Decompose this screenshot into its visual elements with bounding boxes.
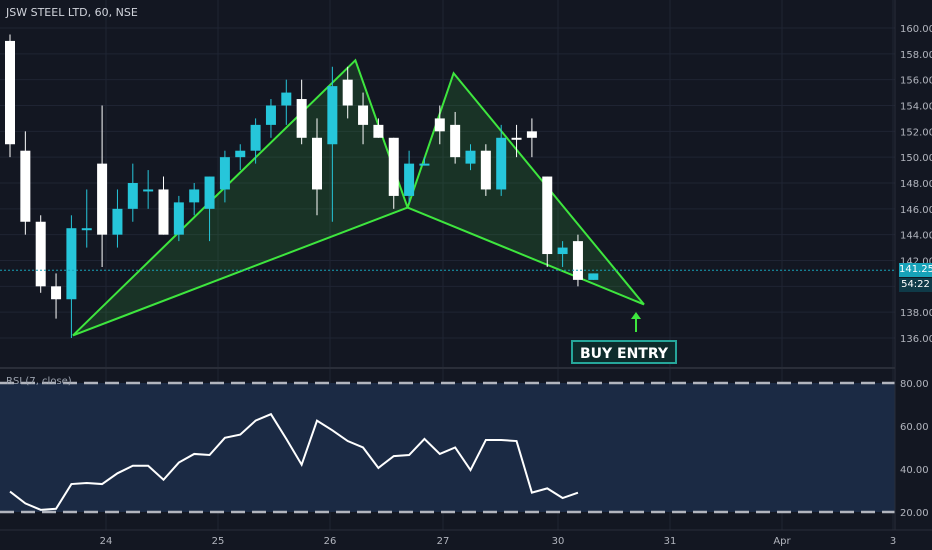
time-tick-label: 24 bbox=[100, 536, 113, 547]
candle-body bbox=[265, 105, 276, 125]
time-tick-label: 25 bbox=[212, 536, 225, 547]
time-tick-label: 26 bbox=[324, 536, 337, 547]
time-tick-label: 31 bbox=[664, 536, 677, 547]
candle-body bbox=[66, 228, 77, 300]
rsi-line bbox=[9, 412, 579, 511]
candle-body bbox=[511, 137, 522, 140]
price-tick-label: 142.00 bbox=[900, 257, 932, 268]
candle-body bbox=[235, 150, 246, 158]
time-tick-label: 30 bbox=[552, 536, 565, 547]
countdown-tag: 54:22 bbox=[899, 278, 932, 292]
candle-body bbox=[327, 86, 338, 145]
candle-body bbox=[51, 286, 62, 300]
candle-body bbox=[358, 105, 369, 125]
price-tick-label: 144.00 bbox=[900, 231, 932, 242]
candle-body bbox=[281, 92, 292, 106]
last-price-tag: 141.25 bbox=[899, 263, 932, 277]
candle-body bbox=[97, 163, 108, 235]
rsi-label: RSI (7, close) bbox=[6, 376, 72, 387]
candle-body bbox=[312, 137, 322, 190]
candle-body bbox=[557, 247, 568, 255]
candle-body bbox=[127, 183, 138, 209]
candle-body bbox=[219, 157, 230, 190]
candle-body bbox=[373, 124, 384, 138]
harmonic-pattern-leg bbox=[72, 58, 409, 337]
candle-body bbox=[5, 40, 15, 145]
price-tick-label: 156.00 bbox=[900, 76, 932, 87]
candle-body bbox=[342, 79, 353, 106]
rsi-band-fill bbox=[0, 383, 895, 512]
price-tick-label: 160.00 bbox=[900, 24, 932, 35]
candle-body bbox=[526, 131, 537, 138]
rsi-tick-label: 20.00 bbox=[900, 508, 929, 519]
price-tick-label: 138.00 bbox=[900, 308, 932, 319]
candle-body bbox=[434, 118, 445, 132]
price-tick-label: 146.00 bbox=[900, 205, 932, 216]
candle-body bbox=[496, 137, 507, 190]
price-tick-label: 154.00 bbox=[900, 102, 932, 113]
price-tick-label: 158.00 bbox=[900, 50, 932, 61]
price-tick-label: 148.00 bbox=[900, 179, 932, 190]
candle-body bbox=[465, 150, 476, 164]
candle-body bbox=[419, 163, 430, 166]
candle-body bbox=[81, 228, 92, 231]
time-tick-label: 27 bbox=[437, 536, 450, 547]
candle-body bbox=[173, 202, 184, 235]
chart-title: JSW STEEL LTD, 60, NSE bbox=[6, 6, 138, 19]
candle-body bbox=[250, 124, 261, 151]
rsi-tick-label: 60.00 bbox=[900, 422, 929, 433]
candle-body bbox=[388, 137, 399, 196]
buy-entry-label: BUY ENTRY bbox=[571, 340, 677, 364]
candle-body bbox=[480, 150, 491, 190]
candle-body bbox=[296, 99, 307, 138]
candle-body bbox=[542, 176, 553, 255]
candle-body bbox=[143, 189, 154, 192]
candle-body bbox=[189, 189, 200, 203]
candle-body bbox=[572, 241, 583, 280]
candle-body bbox=[20, 150, 31, 222]
rsi-tick-label: 40.00 bbox=[900, 465, 929, 476]
candle-body bbox=[158, 189, 169, 235]
candle-body bbox=[112, 208, 123, 235]
time-tick-label: 3 bbox=[890, 536, 896, 547]
time-tick-label: Apr bbox=[773, 536, 791, 547]
candle-body bbox=[450, 124, 461, 158]
price-tick-label: 152.00 bbox=[900, 127, 932, 138]
candle-body bbox=[588, 273, 599, 280]
entry-arrow-head bbox=[631, 312, 641, 319]
rsi-tick-label: 80.00 bbox=[900, 379, 929, 390]
price-tick-label: 150.00 bbox=[900, 153, 932, 164]
candle-body bbox=[204, 176, 215, 209]
candle-body bbox=[35, 221, 46, 287]
price-tick-label: 136.00 bbox=[900, 334, 932, 345]
candle-body bbox=[404, 163, 415, 196]
